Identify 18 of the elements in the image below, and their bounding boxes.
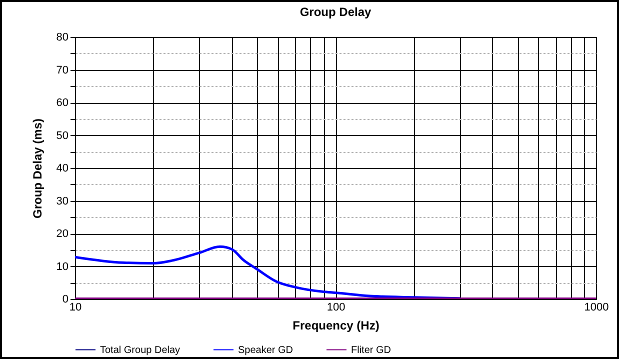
legend-label: Total Group Delay xyxy=(100,344,180,356)
y-tick-label: 50 xyxy=(56,130,68,142)
y-axis-title: Group Delay (ms) xyxy=(30,118,44,219)
x-tick-label: 10 xyxy=(69,302,82,314)
y-tick-label: 40 xyxy=(56,162,68,174)
y-tick-label: 10 xyxy=(56,260,68,273)
chart-title: Group Delay xyxy=(300,5,372,19)
x-tick-label: 100 xyxy=(326,302,346,314)
y-tick-label: 20 xyxy=(56,228,68,240)
y-tick-label: 0 xyxy=(62,294,68,306)
x-axis-title: Frequency (Hz) xyxy=(292,318,380,332)
x-tick-label: 1000 xyxy=(584,302,609,314)
legend-label: Fliter GD xyxy=(351,344,391,356)
legend-label: Speaker GD xyxy=(238,344,294,356)
y-tick-label: 80 xyxy=(56,32,68,44)
y-tick-label: 70 xyxy=(56,64,68,76)
y-tick-label: 60 xyxy=(56,97,68,109)
y-tick-label: 30 xyxy=(56,195,68,208)
